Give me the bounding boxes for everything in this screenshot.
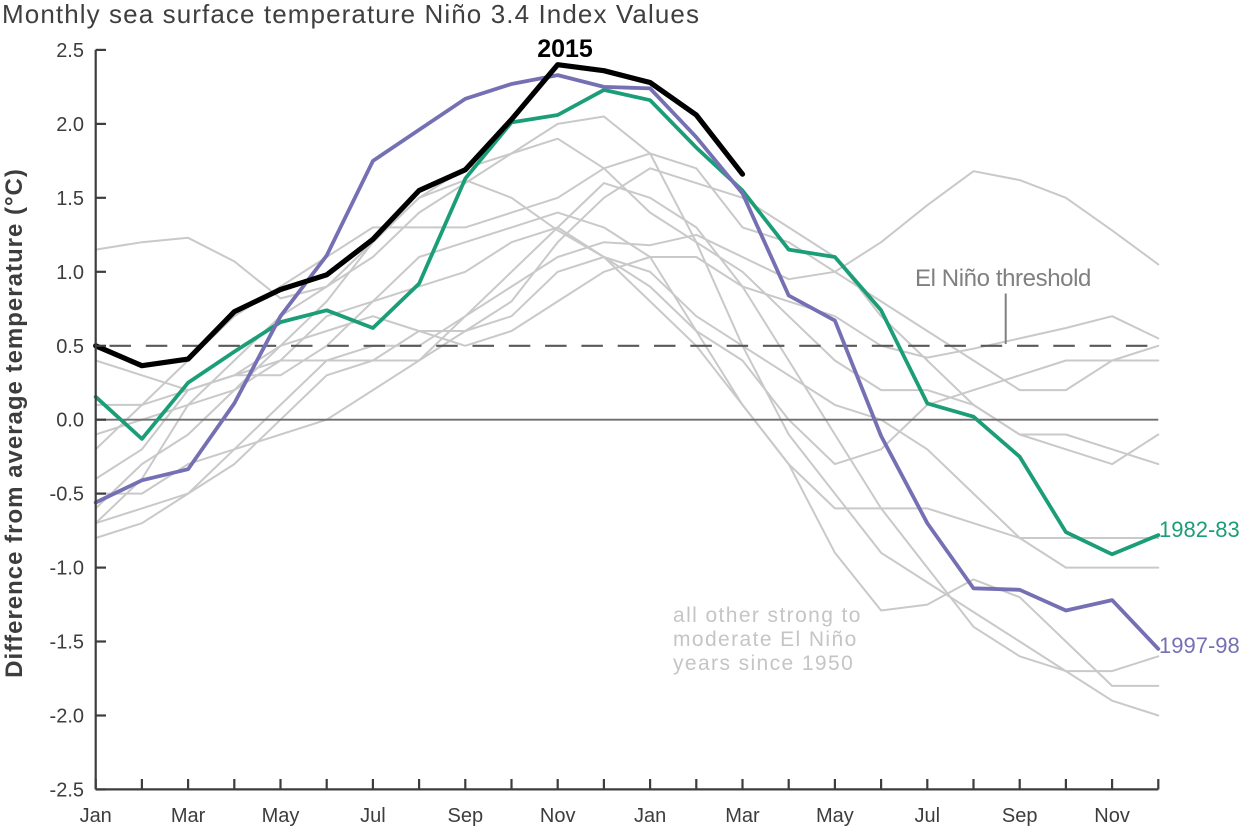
- svg-text:Difference from average temper: Difference from average temperature (°C): [1, 168, 28, 678]
- svg-text:May: May: [262, 805, 300, 827]
- svg-text:Monthly sea surface temperatur: Monthly sea surface temperature Niño 3.4…: [2, 0, 700, 29]
- svg-text:0.5: 0.5: [56, 336, 84, 358]
- svg-text:0.0: 0.0: [56, 410, 84, 432]
- svg-text:Mar: Mar: [725, 805, 760, 827]
- svg-text:Jul: Jul: [360, 805, 386, 827]
- svg-text:Jul: Jul: [915, 805, 941, 827]
- svg-text:-0.5: -0.5: [50, 484, 84, 506]
- svg-text:May: May: [816, 805, 854, 827]
- svg-text:-1.0: -1.0: [50, 558, 84, 580]
- svg-text:Sep: Sep: [1002, 805, 1038, 827]
- svg-text:2.0: 2.0: [56, 114, 84, 136]
- svg-text:Jan: Jan: [80, 805, 112, 827]
- svg-text:Nov: Nov: [1094, 805, 1130, 827]
- svg-text:moderate El Niño: moderate El Niño: [673, 628, 858, 651]
- svg-text:all other strong to: all other strong to: [673, 604, 862, 627]
- svg-text:Mar: Mar: [171, 805, 206, 827]
- svg-text:Sep: Sep: [448, 805, 484, 827]
- svg-text:-1.5: -1.5: [50, 632, 84, 654]
- svg-text:1.0: 1.0: [56, 262, 84, 284]
- svg-text:1982-83: 1982-83: [1159, 517, 1240, 542]
- svg-text:2.5: 2.5: [56, 40, 84, 62]
- svg-text:1997-98: 1997-98: [1159, 633, 1240, 658]
- svg-text:-2.0: -2.0: [50, 706, 84, 728]
- svg-text:Jan: Jan: [634, 805, 666, 827]
- svg-text:1.5: 1.5: [56, 188, 84, 210]
- svg-text:El Niño threshold: El Niño threshold: [915, 265, 1091, 292]
- svg-text:Nov: Nov: [540, 805, 576, 827]
- svg-text:2015: 2015: [537, 35, 593, 63]
- svg-text:years since 1950: years since 1950: [673, 652, 854, 675]
- svg-text:-2.5: -2.5: [50, 780, 84, 802]
